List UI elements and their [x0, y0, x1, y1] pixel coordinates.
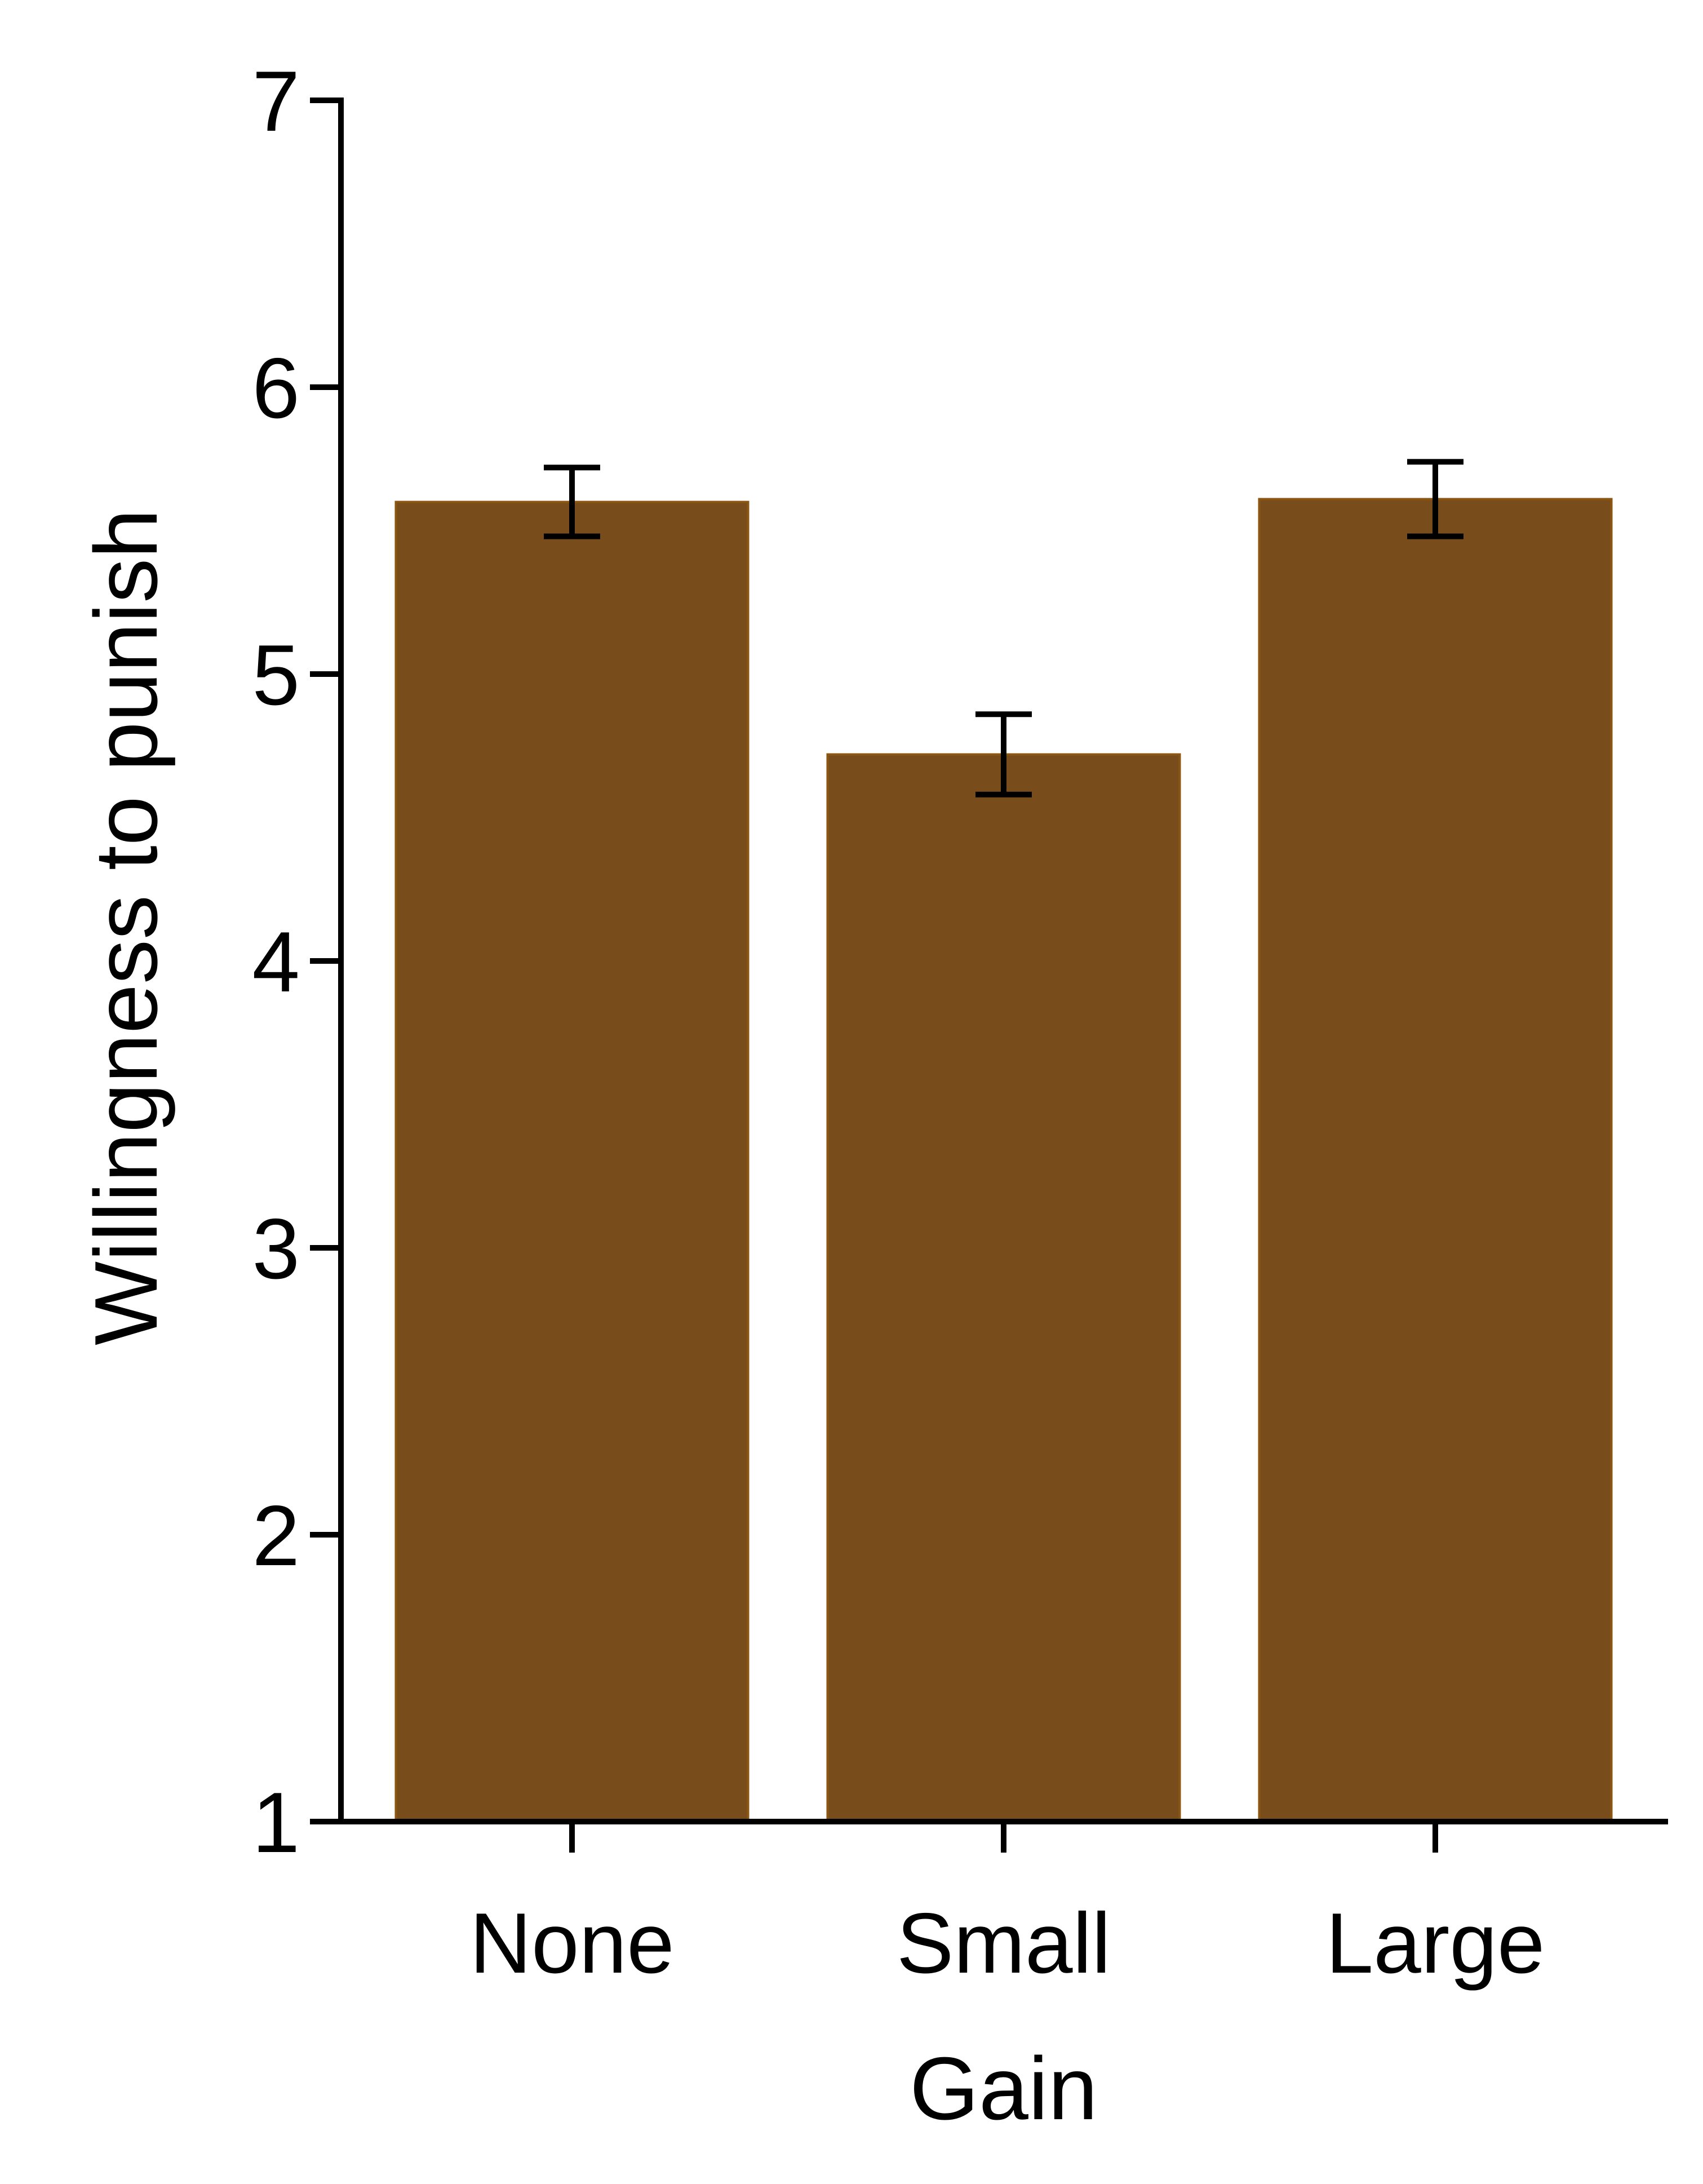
- x-ticks: None Small Large: [469, 1822, 1545, 1991]
- y-tick-label: 7: [252, 54, 300, 149]
- x-tick-label-small: Small: [897, 1895, 1111, 1991]
- error-bar-large: [1407, 459, 1463, 539]
- error-bar-none: [544, 464, 600, 539]
- bar-small: [826, 753, 1181, 1823]
- bar-large: [1258, 498, 1613, 1823]
- y-tick-label: 5: [252, 627, 300, 723]
- y-tick-label: 3: [252, 1201, 300, 1297]
- bars: [394, 498, 1613, 1823]
- x-tick-label-none: None: [469, 1895, 674, 1991]
- y-axis-title: Willingness to punish: [77, 509, 176, 1345]
- x-axis-title: Gain: [910, 2039, 1098, 2138]
- x-tick-label-large: Large: [1326, 1895, 1545, 1991]
- y-tick-label: 1: [252, 1775, 300, 1871]
- y-tick-label: 6: [252, 340, 300, 436]
- y-tick-label: 4: [252, 914, 300, 1010]
- bar-none: [394, 500, 750, 1823]
- error-bars: [544, 459, 1463, 798]
- y-tick-label: 2: [252, 1488, 300, 1584]
- y-ticks: 1 2 3 4 5 6 7: [252, 54, 341, 1871]
- error-bar-small: [975, 711, 1032, 798]
